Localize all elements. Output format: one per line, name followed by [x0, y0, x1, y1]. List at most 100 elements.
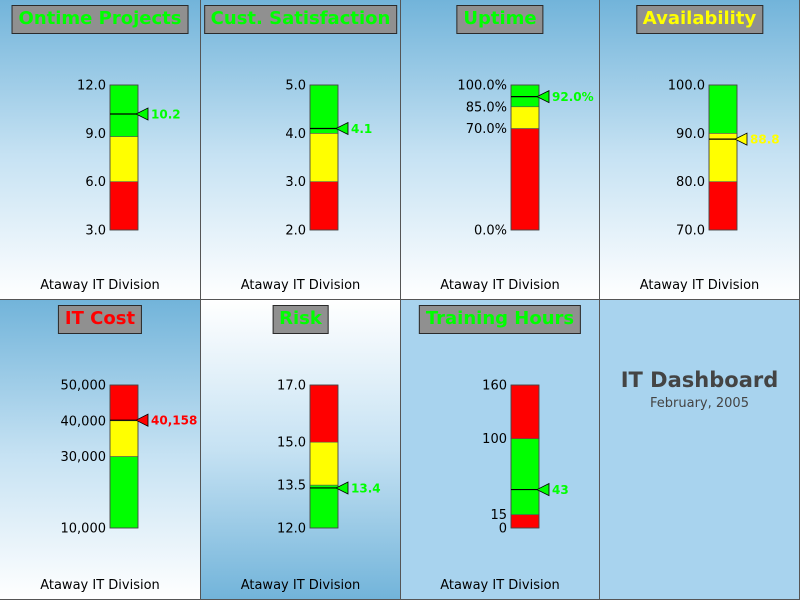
panel-footer: Ataway IT Division	[440, 578, 560, 593]
tick-label: 5.0	[285, 79, 306, 94]
value-label: 92.0%	[552, 90, 594, 104]
gauge-band	[708, 84, 738, 134]
tick-label: 160	[482, 379, 507, 394]
gauge-band	[109, 136, 139, 182]
dashboard-title: IT Dashboard	[620, 368, 779, 392]
gauge-band	[309, 484, 339, 529]
tick-label: 10,000	[61, 522, 107, 537]
gauge-band	[510, 128, 540, 231]
summary-panel: IT Dashboard February, 2005	[600, 300, 800, 600]
gauge-frame	[109, 84, 139, 231]
value-pointer	[135, 413, 149, 427]
gauge-band	[510, 384, 540, 439]
gauge-chart: 10,000 30,000 40,000 50,000 40,158	[61, 379, 198, 537]
gauge-title: IT Cost	[57, 305, 143, 334]
gauge-band	[309, 181, 339, 231]
gauge-title: Uptime	[456, 5, 544, 34]
gauge-frame	[109, 384, 139, 529]
gauge-title: Availability	[635, 5, 764, 34]
gauge-band	[109, 181, 139, 231]
gauge-title: Ontime Projects	[11, 5, 189, 34]
gauge-band	[708, 133, 738, 182]
gauge-frame	[309, 84, 339, 231]
gauge-frame	[309, 384, 339, 529]
tick-label: 100.0	[668, 79, 705, 94]
gauge-panel: Training Hours 0 15 100 160 43 Ataway IT Divis…	[401, 300, 600, 600]
gauge-band	[510, 84, 540, 108]
tick-label: 40,000	[61, 414, 107, 429]
dashboard-subtitle: February, 2005	[650, 396, 749, 411]
value-pointer	[536, 89, 550, 104]
gauge-chart: 3.0 6.0 9.0 12.0 10.2	[77, 79, 181, 239]
gauge-band	[309, 133, 339, 182]
gauge-band	[708, 181, 738, 231]
panel-footer: Ataway IT Division	[40, 278, 160, 293]
gauge-panel: Availability 70.0 80.0 90.0 100.0 88.8 Ataway …	[600, 0, 800, 300]
value-label: 40,158	[151, 414, 197, 428]
gauge-band	[510, 514, 540, 529]
gauge-band	[309, 384, 339, 443]
gauge-chart: 12.0 13.5 15.0 17.0 13.4	[277, 379, 381, 537]
tick-label: 70.0	[676, 224, 705, 239]
tick-label: 0	[499, 522, 507, 537]
gauge-frame	[708, 84, 738, 231]
gauge-panel: Ontime Projects 3.0 6.0 9.0 12.0 10.2 Ataway I…	[0, 0, 201, 300]
tick-label: 100	[482, 432, 507, 447]
gauge-panel: Cust. Satisfaction 2.0 3.0 4.0 5.0 4.1 Ataway …	[201, 0, 401, 300]
tick-label: 50,000	[61, 379, 107, 394]
tick-label: 85.0%	[466, 100, 507, 115]
panel-footer: Ataway IT Division	[440, 278, 560, 293]
gauge-chart: 70.0 80.0 90.0 100.0 88.8	[668, 79, 780, 239]
tick-label: 70.0%	[466, 122, 507, 137]
gauge-panel: IT Cost 10,000 30,000 40,000 50,000 40,158 Ata…	[0, 300, 201, 600]
tick-label: 30,000	[61, 450, 107, 465]
value-pointer	[536, 482, 550, 497]
gauge-chart: 0.0% 70.0% 85.0% 100.0% 92.0%	[457, 79, 594, 239]
panel-footer: Ataway IT Division	[240, 278, 361, 293]
panel-footer: Ataway IT Division	[240, 578, 361, 593]
tick-label: 15.0	[277, 436, 306, 451]
gauge-band	[109, 84, 139, 137]
gauge-band	[109, 456, 139, 529]
gauge-panel: Uptime 0.0% 70.0% 85.0% 100.0% 92.0% Ataway IT…	[401, 0, 600, 300]
tick-label: 9.0	[85, 127, 106, 142]
gauge-band	[309, 441, 339, 486]
value-label: 43	[552, 483, 569, 497]
gauge-title: Training Hours	[418, 305, 582, 334]
tick-label: 12.0	[277, 522, 306, 537]
value-pointer	[335, 481, 349, 495]
gauge-chart: 015 100 160 43	[482, 379, 569, 537]
tick-label: 90.0	[676, 127, 705, 142]
gauge-panel: Risk 12.0 13.5 15.0 17.0 13.4 Ataway IT Divisi…	[201, 300, 401, 600]
value-pointer	[135, 107, 149, 121]
gauge-band	[510, 106, 540, 129]
tick-label: 15	[490, 508, 507, 523]
tick-label: 4.0	[285, 127, 306, 142]
tick-label: 2.0	[285, 224, 306, 239]
value-pointer	[734, 132, 748, 146]
panel-footer: Ataway IT Division	[639, 278, 760, 293]
tick-label: 17.0	[277, 379, 306, 394]
gauge-frame	[510, 84, 540, 231]
value-label: 88.8	[750, 133, 780, 147]
tick-label: 3.0	[285, 175, 306, 190]
tick-label: 0.0%	[474, 224, 507, 239]
gauge-frame	[510, 384, 540, 529]
value-label: 10.2	[151, 108, 181, 122]
value-label: 13.4	[351, 481, 381, 495]
tick-label: 100.0%	[457, 79, 507, 94]
value-label: 4.1	[351, 122, 372, 136]
gauge-title: Cust. Satisfaction	[203, 5, 398, 34]
tick-label: 3.0	[85, 224, 106, 239]
panel-footer: Ataway IT Division	[40, 578, 160, 593]
gauge-band	[109, 384, 139, 422]
gauge-band	[510, 438, 540, 515]
tick-label: 80.0	[676, 175, 705, 190]
tick-label: 6.0	[85, 175, 106, 190]
value-pointer	[335, 121, 349, 136]
gauge-chart: 2.0 3.0 4.0 5.0 4.1	[285, 79, 372, 239]
gauge-band	[309, 84, 339, 134]
gauge-title: Risk	[272, 305, 329, 334]
gauge-band	[109, 420, 139, 457]
